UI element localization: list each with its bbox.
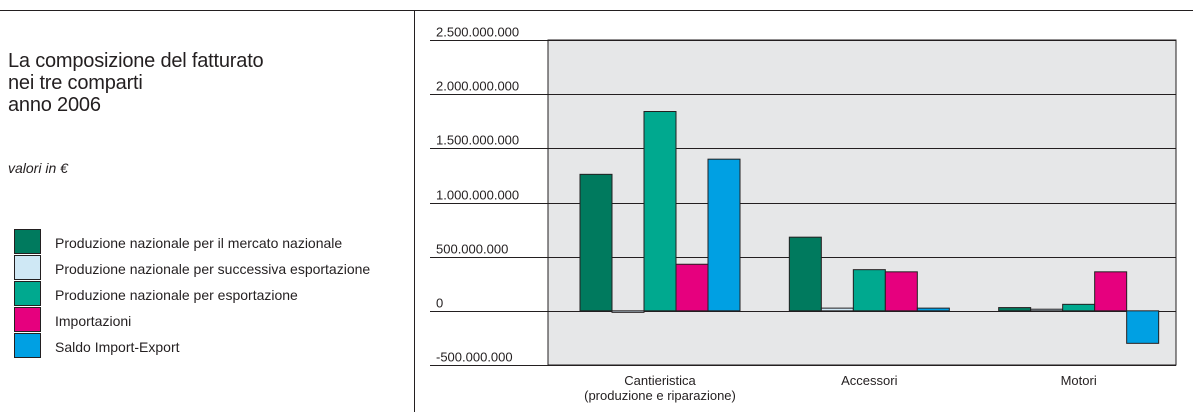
- y-tick-label: -500.000.000: [436, 350, 513, 365]
- chart-subtitle: valori in €: [8, 160, 68, 176]
- y-tick-label: 2.000.000.000: [436, 79, 519, 94]
- bar: [1126, 310, 1160, 344]
- legend-label: Saldo Import-Export: [55, 339, 180, 355]
- bar: [707, 158, 741, 312]
- legend-label: Produzione nazionale per il mercato nazi…: [55, 235, 343, 251]
- bar: [1094, 271, 1128, 312]
- legend-swatch: [14, 255, 41, 280]
- bar: [916, 307, 950, 312]
- y-tick-label: 1.000.000.000: [436, 188, 519, 203]
- title-line: La composizione del fatturato: [8, 50, 264, 72]
- panel-divider: [414, 10, 415, 412]
- legend-swatch: [14, 307, 41, 332]
- bar: [788, 236, 822, 312]
- x-category-label: (produzione e riparazione): [584, 388, 736, 403]
- chart-title: La composizione del fatturato nei tre co…: [8, 50, 388, 116]
- x-category-label: Motori: [1061, 373, 1097, 388]
- bar: [884, 271, 918, 312]
- bar: [820, 307, 854, 312]
- legend-label: Produzione nazionale per esportazione: [55, 287, 298, 303]
- title-line: anno 2006: [8, 94, 101, 116]
- legend-swatch: [14, 333, 41, 358]
- legend-swatch: [14, 229, 41, 254]
- bar: [1030, 308, 1064, 312]
- bar: [579, 173, 613, 312]
- plot-area: [547, 39, 1177, 366]
- legend-label: Importazioni: [55, 313, 132, 329]
- legend-label: Produzione nazionale per successiva espo…: [55, 261, 371, 277]
- bar: [998, 307, 1032, 312]
- top-rule: [0, 10, 1193, 11]
- y-tick-label: 500.000.000: [436, 242, 508, 257]
- bar: [611, 310, 645, 313]
- x-category-label: Cantieristica: [624, 373, 696, 388]
- x-category-label: Accessori: [841, 373, 897, 388]
- y-tick-label: 2.500.000.000: [436, 25, 519, 40]
- y-tick-label: 0: [436, 296, 443, 311]
- bar: [1062, 303, 1096, 312]
- y-tick-label: 1.500.000.000: [436, 133, 519, 148]
- bar: [675, 263, 709, 312]
- title-line: nei tre comparti: [8, 72, 143, 94]
- legend-swatch: [14, 281, 41, 306]
- bar: [852, 269, 886, 312]
- bar: [643, 111, 677, 312]
